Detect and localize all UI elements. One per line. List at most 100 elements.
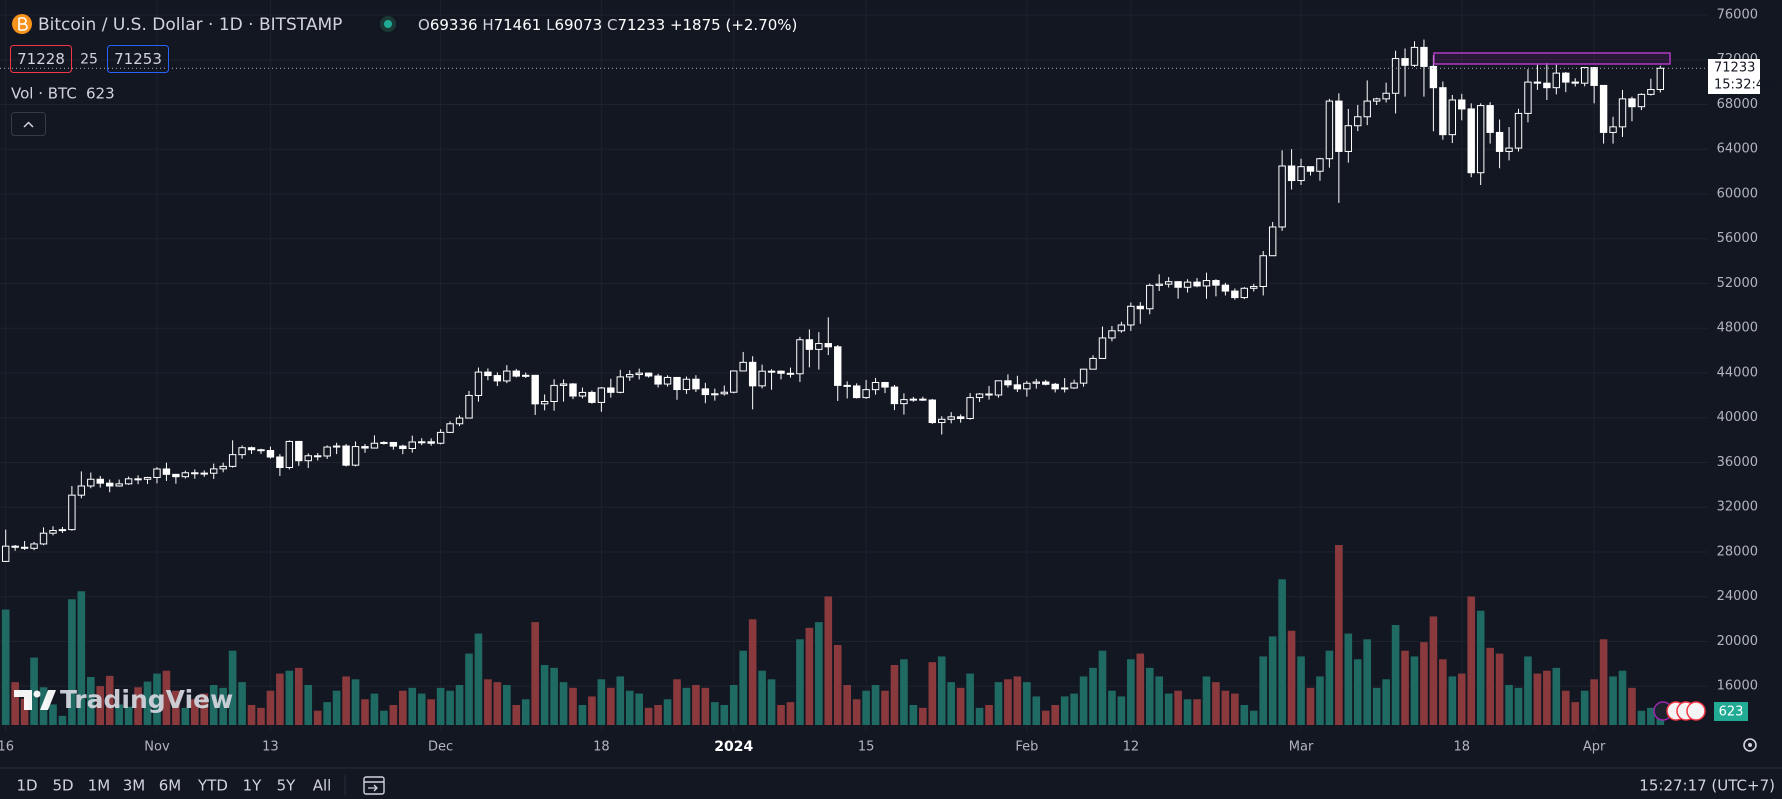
timeframe-button[interactable]: 5Y: [277, 777, 297, 795]
sell-button[interactable]: [10, 45, 72, 73]
candle-body: [1221, 284, 1230, 292]
candle-body: [1231, 290, 1239, 299]
clock[interactable]: 15:27:17 (UTC+7): [1639, 777, 1775, 795]
volume-bar: [408, 687, 417, 725]
x-tick-label: 18: [593, 740, 610, 755]
x-tick-label: 2024: [714, 739, 753, 755]
calendar-icon[interactable]: [363, 776, 385, 795]
timeframe-button[interactable]: 3M: [123, 777, 146, 795]
candle-body: [1372, 98, 1381, 102]
candle-body: [361, 446, 369, 449]
date-range-button[interactable]: [363, 776, 385, 795]
volume-bar: [512, 705, 521, 725]
candle-body: [39, 532, 48, 545]
candle-body: [1250, 285, 1258, 289]
volume-bar: [503, 685, 511, 725]
timeframe-button[interactable]: All: [313, 777, 332, 795]
volume-bar: [20, 698, 29, 725]
rectangle-drawing[interactable]: [1433, 52, 1671, 65]
event-icons[interactable]: [1653, 701, 1706, 721]
watermark-logo: [40, 690, 56, 710]
candle-body: [228, 454, 237, 467]
volume-bar: [1023, 682, 1031, 725]
volume-bar: [654, 705, 662, 725]
ohlc-value: 69336: [430, 16, 478, 34]
timeframe-button[interactable]: 1Y: [243, 777, 263, 795]
buy-button[interactable]: [107, 45, 169, 73]
candle-body: [465, 394, 473, 419]
y-tick-label: 52000: [1717, 276, 1758, 291]
volume-bar: [1231, 693, 1239, 725]
candle-body: [1070, 382, 1078, 389]
candle-body: [824, 343, 832, 348]
candle-body: [1354, 116, 1362, 127]
volume-bar: [1108, 690, 1116, 725]
candle-body: [332, 445, 341, 448]
candle-body: [1193, 281, 1201, 287]
volume-bar: [1372, 687, 1381, 725]
candle-body: [1268, 226, 1277, 257]
candle-body: [522, 374, 530, 377]
volume-bar: [247, 705, 256, 725]
candle-body: [1656, 67, 1665, 91]
ohlc-value: 69073: [554, 16, 602, 34]
candle-body: [484, 371, 492, 377]
volume-bar: [739, 650, 747, 725]
timeframe-button[interactable]: 6M: [159, 777, 182, 795]
volume-bar: [1051, 705, 1060, 725]
timeframe-button[interactable]: 1M: [88, 777, 111, 795]
volume-bar: [692, 685, 700, 725]
candle-body: [115, 483, 123, 487]
candle-body: [1023, 382, 1031, 390]
volume-bar: [134, 687, 142, 725]
watermark: TradingView: [14, 685, 233, 714]
candle-body: [1297, 166, 1305, 182]
volume-bar: [748, 619, 757, 725]
volume-bar: [833, 645, 842, 725]
candle-body: [191, 472, 199, 475]
candle-body: [1637, 93, 1646, 108]
volume-bar: [881, 690, 889, 725]
volume-bar: [200, 693, 209, 725]
candle-body: [219, 465, 227, 470]
ohlc-label: L: [546, 16, 555, 34]
candle-body: [550, 384, 558, 403]
candle-body: [871, 381, 880, 391]
volume-bar: [550, 667, 558, 725]
timeframe-button[interactable]: 1D: [16, 777, 37, 795]
candle-body: [1562, 72, 1570, 83]
candle-body: [569, 383, 577, 397]
timeframe-button[interactable]: 5D: [52, 777, 73, 795]
volume-bar: [1391, 625, 1400, 725]
candle-body: [1486, 105, 1494, 133]
volume-bar: [446, 690, 454, 725]
volume-bar: [673, 679, 681, 725]
candle-body: [1420, 46, 1428, 67]
candle-body: [408, 441, 416, 449]
volume-bar: [937, 656, 946, 725]
candle-body: [512, 370, 520, 377]
timeframe-button[interactable]: YTD: [197, 777, 228, 795]
event-icon[interactable]: [1686, 701, 1706, 721]
candle-body: [1079, 368, 1088, 384]
candle-body: [1628, 98, 1636, 108]
change-percent: (+2.70%): [725, 16, 797, 34]
volume-bar: [238, 682, 246, 725]
symbol-title[interactable]: Bitcoin / U.S. Dollar · 1D · BITSTAMP: [38, 15, 342, 35]
collapse-button[interactable]: [11, 112, 46, 136]
volume-bar: [191, 699, 199, 725]
y-tick-label: 60000: [1717, 186, 1758, 201]
candle-body: [1240, 287, 1249, 299]
candle-body: [1524, 81, 1532, 114]
volume-bar: [1543, 670, 1551, 725]
candle-body: [1514, 112, 1523, 149]
volume-bar: [332, 690, 341, 725]
volume-bar: [351, 679, 360, 725]
candle-body: [1136, 305, 1144, 310]
candle-body: [786, 372, 795, 375]
volume-bar: [1013, 676, 1022, 725]
volume-bar: [427, 699, 435, 725]
settings-icon[interactable]: [1743, 738, 1757, 752]
candle-body: [58, 529, 67, 532]
volume-layer: [1, 545, 1665, 725]
